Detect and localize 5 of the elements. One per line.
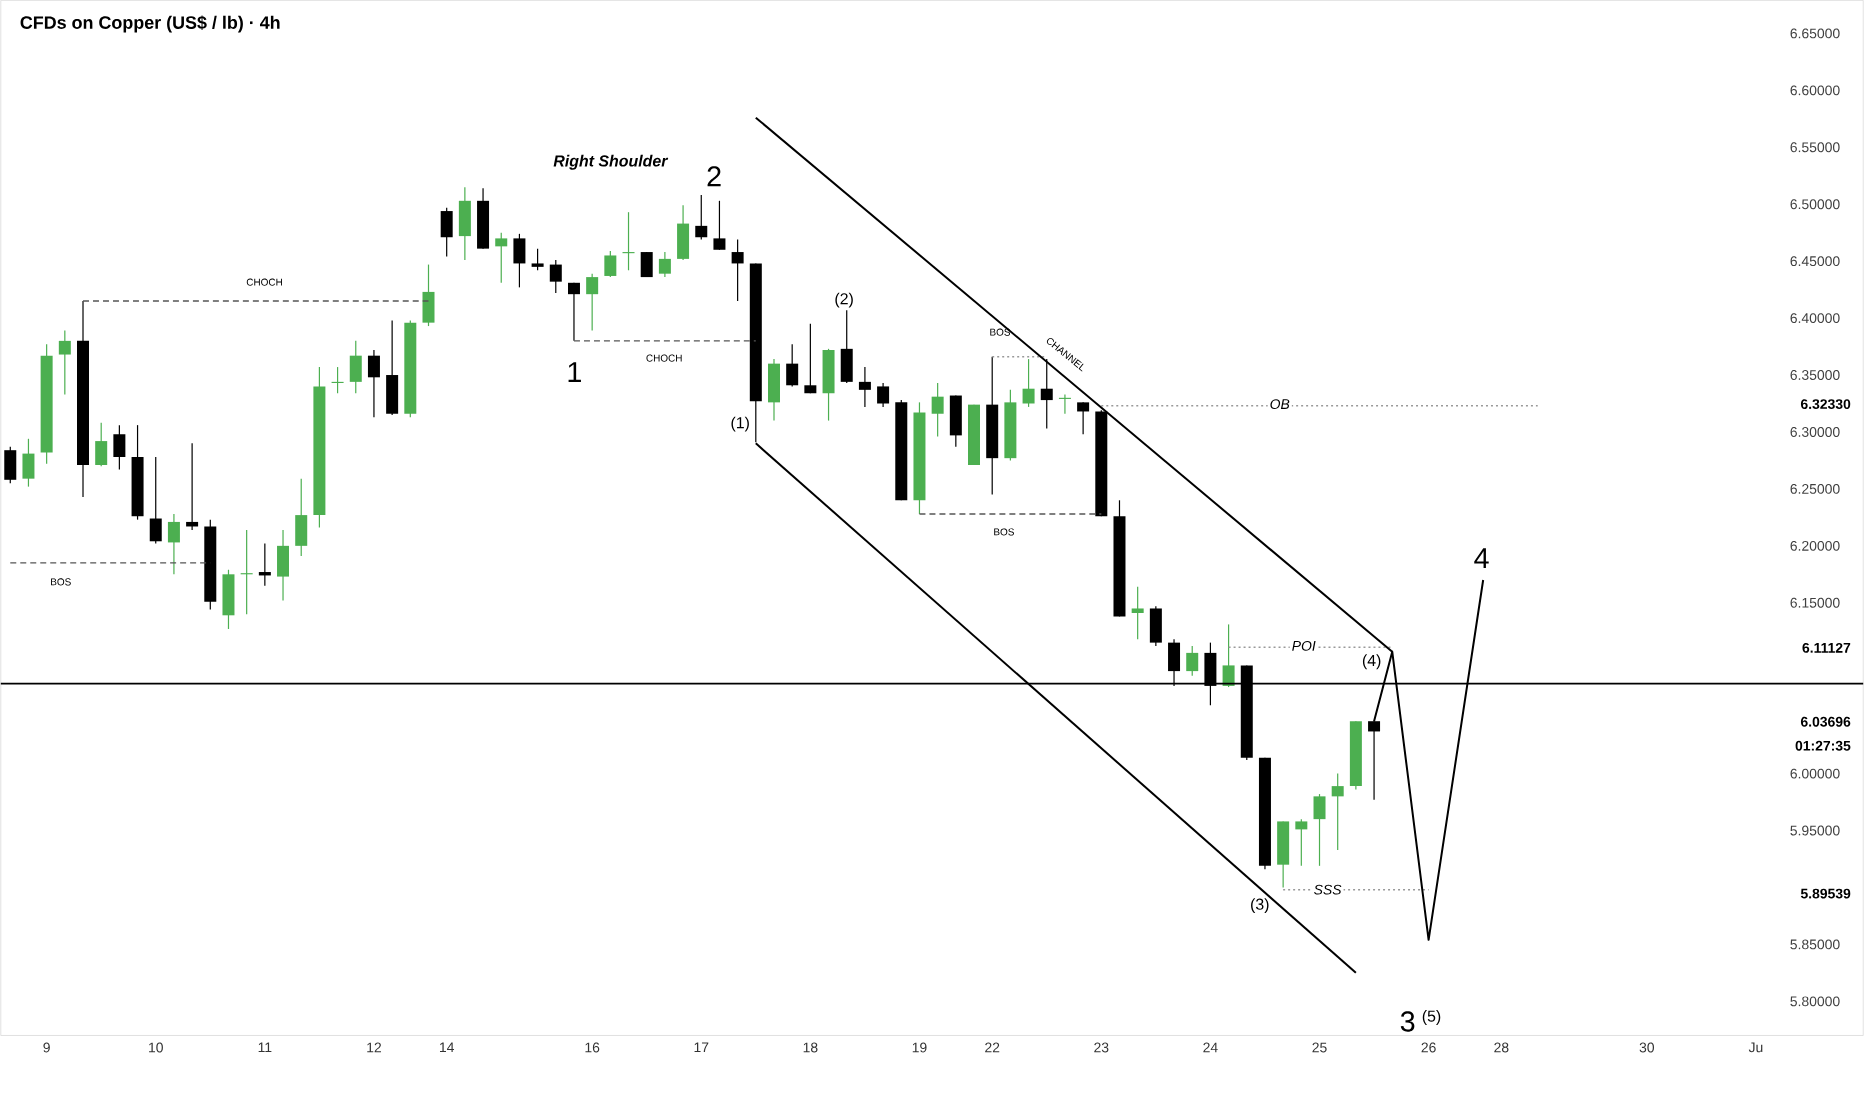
annotation: 1 (568, 362, 581, 383)
annotation: 4 (1474, 548, 1489, 569)
annotation: 2 (707, 166, 721, 187)
text: CFDs on Copper (US$ / lb) · 4h (20, 15, 280, 33)
annotation: 3 (1400, 1011, 1415, 1032)
